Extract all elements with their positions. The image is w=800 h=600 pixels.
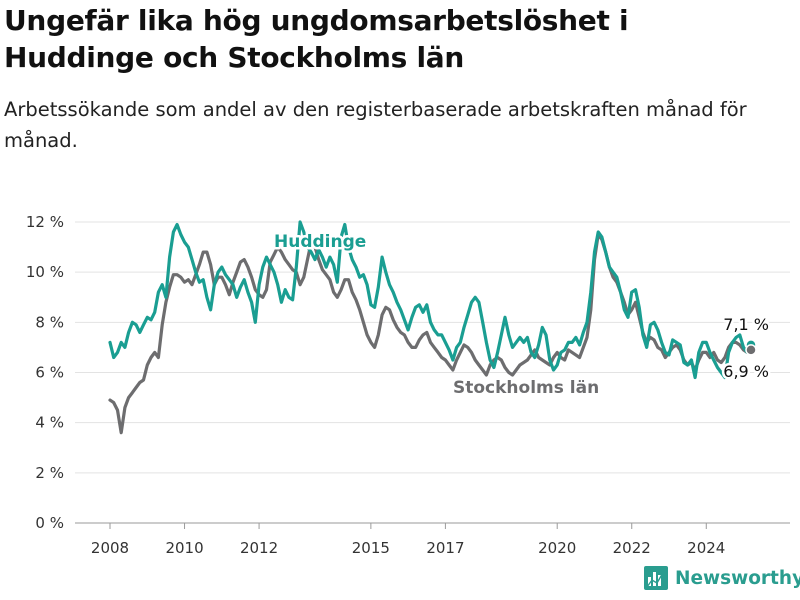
brand-name: Newsworthy (675, 567, 800, 589)
y-tick-label: 8 % (35, 313, 64, 331)
x-tick-label: 2008 (91, 539, 129, 557)
y-tick-label: 0 % (35, 514, 64, 532)
y-tick-label: 2 % (35, 464, 64, 482)
end-value-huddinge: 7,1 % (723, 315, 769, 334)
x-tick-label: 2010 (165, 539, 203, 557)
series-label-huddinge: Huddinge (274, 232, 366, 252)
bar-chart-logo-icon (644, 566, 668, 590)
x-axis: 2008 2010 2012 2015 2017 2020 2022 2024 (91, 523, 725, 557)
gridlines (75, 221, 790, 524)
y-tick-label: 6 % (35, 364, 64, 382)
y-tick-label: 4 % (35, 414, 64, 432)
x-tick-label: 2017 (426, 539, 464, 557)
x-tick-label: 2024 (687, 539, 725, 557)
end-value-stockholms-lan: 6,9 % (723, 362, 769, 381)
series-line-stockholms-lan (108, 232, 753, 435)
chart-title: Ungefär lika hög ungdomsarbetslöshet i H… (4, 4, 629, 74)
y-axis-ticks: 0 % 2 % 4 % 6 % 8 % 10 % 12 % (26, 213, 64, 532)
series-labels: Huddinge Stockholms län 7,1 % 6,9 % (272, 230, 772, 401)
x-tick-label: 2020 (538, 539, 576, 557)
series-line-huddinge (108, 220, 753, 380)
x-tick-label: 2012 (240, 539, 278, 557)
series-label-stockholms-lan: Stockholms län (453, 378, 599, 398)
y-tick-label: 10 % (26, 263, 64, 281)
y-tick-label: 12 % (26, 213, 64, 231)
series-lines (108, 220, 757, 435)
newsworthy-logo: Newsworthy (644, 566, 800, 590)
chart-subtitle: Arbetssökande som andel av den registerb… (4, 98, 747, 152)
x-tick-label: 2015 (352, 539, 390, 557)
x-tick-label: 2022 (613, 539, 651, 557)
end-point-stockholms-lan (745, 344, 757, 356)
